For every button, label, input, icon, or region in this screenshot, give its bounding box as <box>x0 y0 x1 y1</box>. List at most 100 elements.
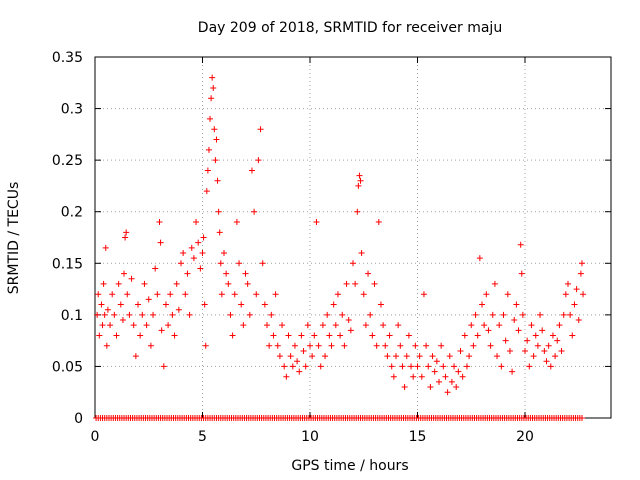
data-point <box>567 311 574 318</box>
data-point <box>580 291 587 298</box>
data-point <box>498 363 505 370</box>
data-point <box>560 311 567 318</box>
data-point <box>502 337 509 344</box>
data-point <box>103 342 110 349</box>
data-point <box>356 172 363 179</box>
data-point <box>130 322 137 329</box>
data-point <box>124 291 131 298</box>
data-point <box>200 234 207 241</box>
data-point <box>455 368 462 375</box>
data-point <box>384 353 391 360</box>
data-point <box>571 301 578 308</box>
data-point <box>468 322 475 329</box>
data-point <box>225 280 232 287</box>
data-point <box>217 260 224 267</box>
data-point <box>489 311 496 318</box>
data-point <box>577 270 584 277</box>
data-point <box>147 342 154 349</box>
data-point <box>126 311 133 318</box>
data-point <box>95 291 102 298</box>
data-point <box>474 332 481 339</box>
data-point <box>578 415 585 421</box>
data-point <box>276 353 283 360</box>
data-point <box>345 317 352 324</box>
data-point <box>300 347 307 354</box>
data-point <box>513 301 520 308</box>
x-axis-label: GPS time / hours <box>291 458 408 474</box>
data-point <box>319 322 326 329</box>
data-point <box>167 291 174 298</box>
data-point <box>268 311 275 318</box>
data-point <box>530 353 537 360</box>
data-point <box>365 270 372 277</box>
data-point <box>405 332 412 339</box>
data-point <box>575 317 582 324</box>
data-point <box>517 241 524 248</box>
data-point <box>352 280 359 287</box>
x-tick-label: 10 <box>301 429 319 445</box>
y-tick-label: 0.3 <box>61 102 83 118</box>
data-point <box>309 353 316 360</box>
data-point <box>317 363 324 370</box>
data-point <box>210 84 217 91</box>
data-point <box>360 291 367 298</box>
data-point <box>481 322 488 329</box>
data-point <box>261 301 268 308</box>
data-point <box>175 306 182 313</box>
data-point <box>100 280 107 287</box>
data-point <box>390 373 397 380</box>
data-point <box>326 332 333 339</box>
data-point <box>119 317 126 324</box>
data-point <box>180 249 187 256</box>
data-point <box>157 239 164 246</box>
data-point <box>337 332 344 339</box>
data-point <box>128 275 135 282</box>
data-point <box>117 301 124 308</box>
data-point <box>199 249 206 256</box>
data-point <box>556 322 563 329</box>
data-point <box>476 255 483 262</box>
data-point <box>357 177 364 184</box>
data-point <box>410 373 417 380</box>
data-point <box>291 342 298 349</box>
data-point <box>257 126 264 133</box>
data-point <box>461 332 468 339</box>
data-point <box>487 342 494 349</box>
data-point <box>438 342 445 349</box>
data-point <box>184 270 191 277</box>
data-point <box>500 311 507 318</box>
data-point <box>418 373 425 380</box>
data-point <box>182 291 189 298</box>
data-point <box>416 353 423 360</box>
data-point <box>388 363 395 370</box>
data-point <box>386 332 393 339</box>
data-point <box>141 280 148 287</box>
data-point <box>201 301 208 308</box>
data-point <box>132 353 139 360</box>
data-point <box>264 322 270 329</box>
data-point <box>145 296 152 303</box>
data-point <box>186 311 193 318</box>
data-point <box>485 327 492 334</box>
data-point <box>395 322 402 329</box>
data-point <box>169 311 176 318</box>
data-point <box>380 322 387 329</box>
data-point <box>233 219 240 226</box>
data-point <box>240 322 247 329</box>
data-point <box>382 342 389 349</box>
data-point <box>431 368 438 375</box>
data-point <box>204 167 211 174</box>
data-point <box>412 342 419 349</box>
data-point <box>253 291 260 298</box>
data-point <box>287 353 294 360</box>
data-point <box>463 363 470 370</box>
data-point <box>479 301 485 308</box>
data-point <box>393 353 399 360</box>
data-point <box>541 347 548 354</box>
data-point <box>509 368 516 375</box>
data-point <box>433 358 440 365</box>
data-point <box>279 322 286 329</box>
data-point <box>171 332 178 339</box>
data-point <box>94 311 101 318</box>
